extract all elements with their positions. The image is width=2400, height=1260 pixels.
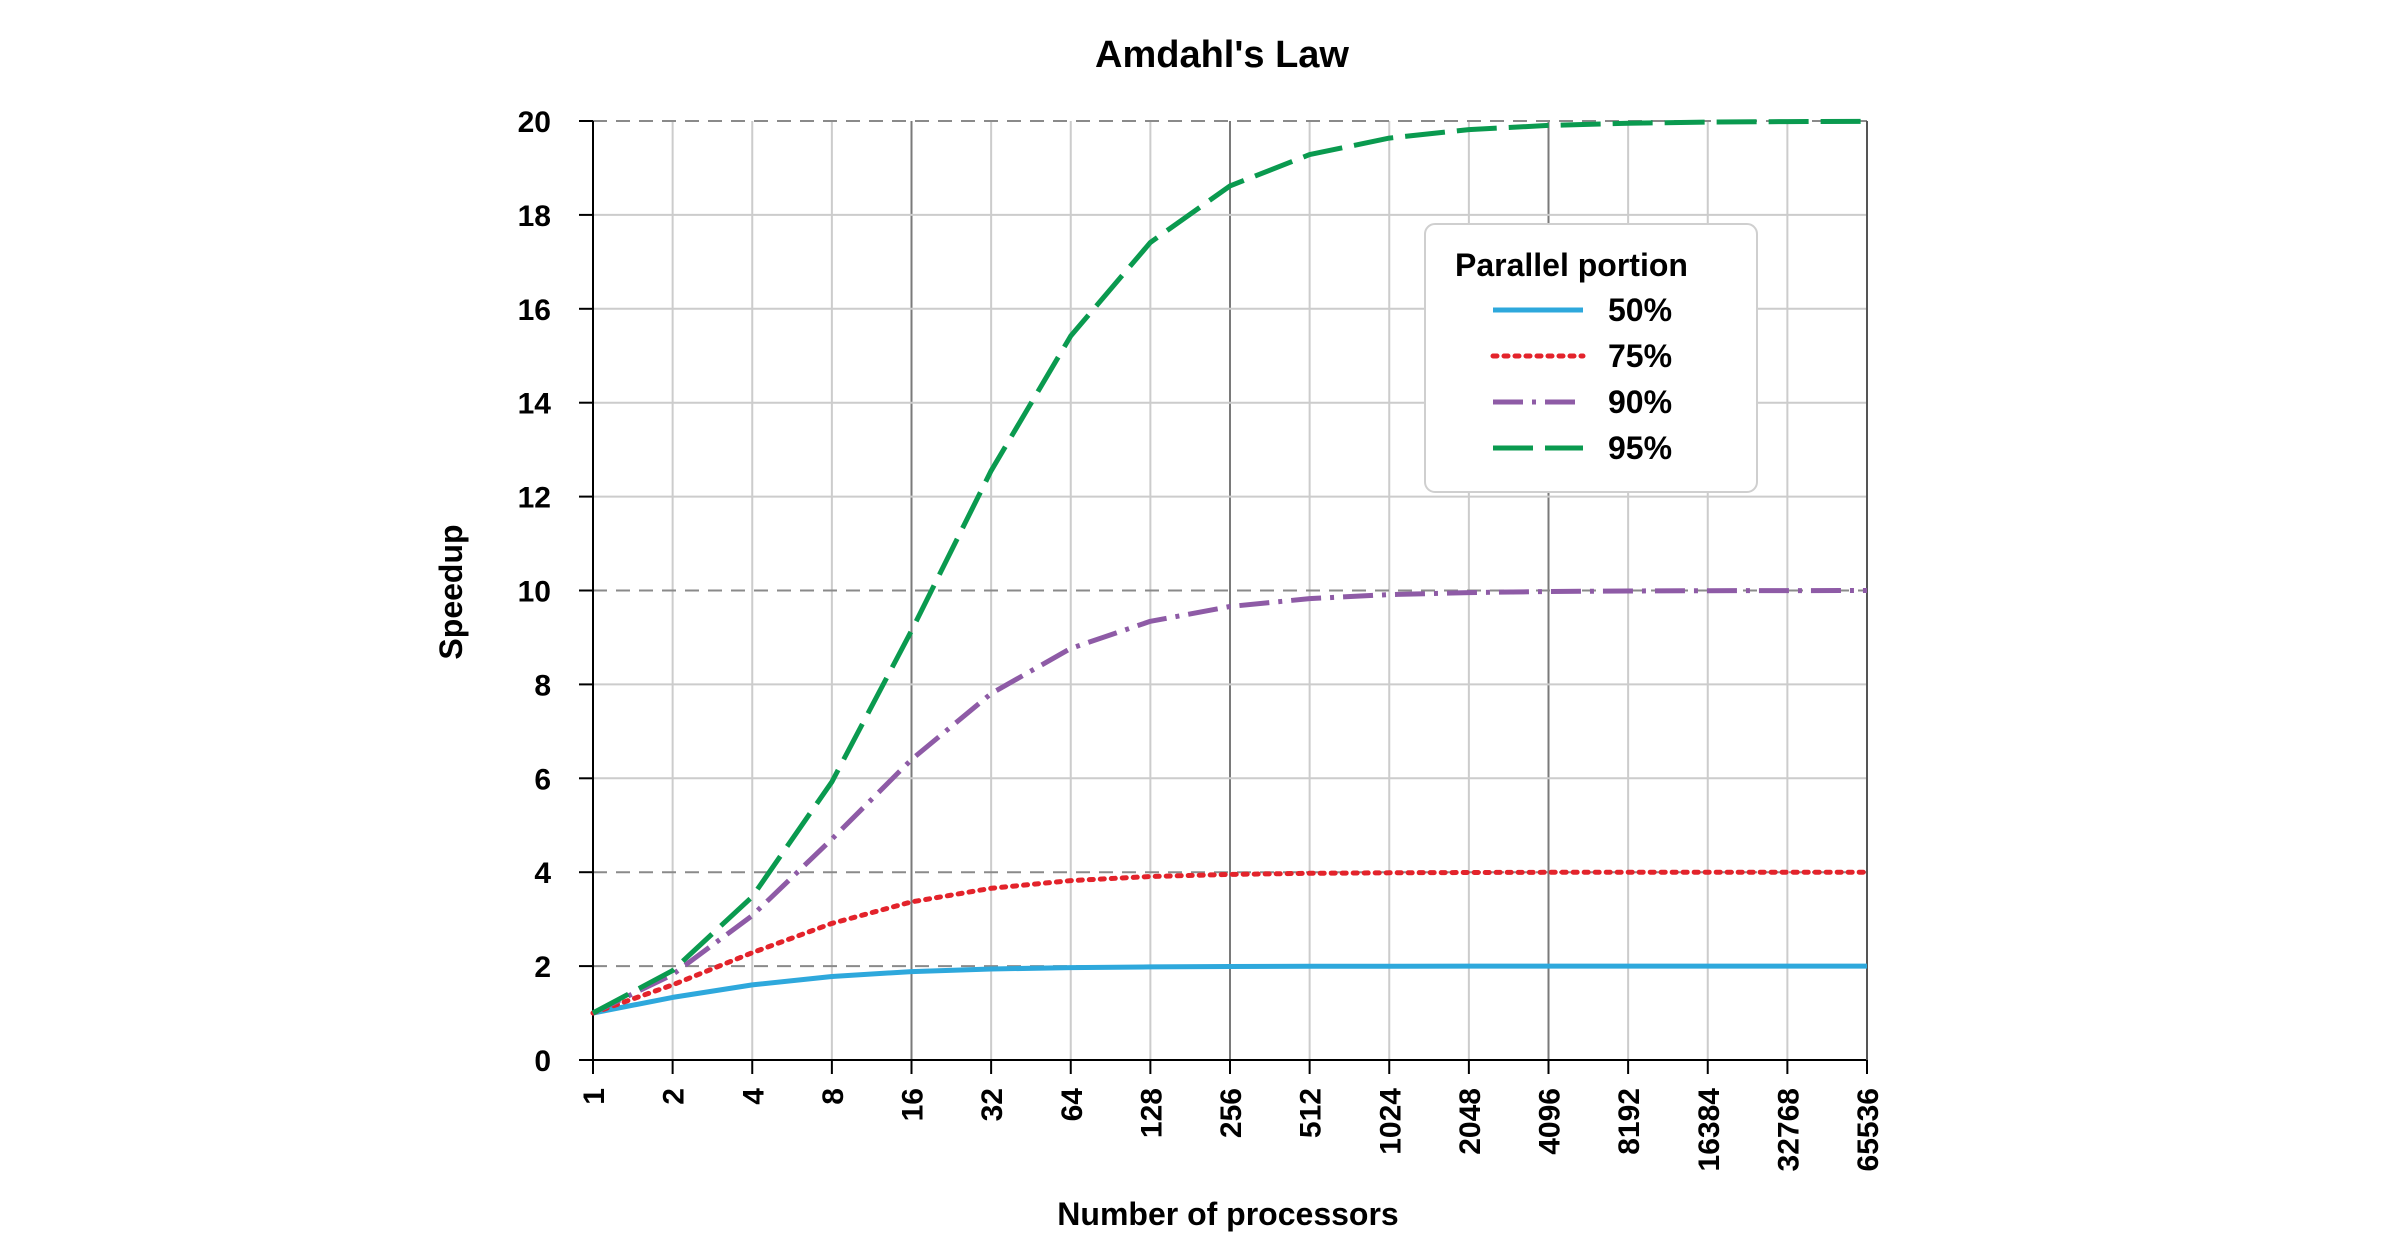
y-tick-label: 14: [518, 388, 552, 421]
y-tick-label: 4: [534, 857, 551, 890]
x-tick-label: 65536: [1852, 1088, 1885, 1171]
y-tick-label: 20: [518, 106, 551, 139]
x-tick-label: 2048: [1454, 1088, 1487, 1155]
legend-item: 95%: [1493, 430, 1672, 466]
legend-item: 90%: [1493, 384, 1672, 420]
legend-box: [1424, 223, 1758, 493]
x-tick-label: 2: [658, 1088, 691, 1105]
y-axis-label: Speedup: [433, 524, 469, 659]
series-line-50pct: [592, 963, 1867, 1016]
legend-item: 75%: [1490, 338, 1672, 374]
y-tick-label: 10: [518, 576, 551, 609]
legend-label: 90%: [1608, 384, 1672, 420]
x-tick-label: 512: [1295, 1088, 1328, 1138]
legend-label: 95%: [1608, 430, 1672, 466]
y-tick-label: 6: [534, 763, 551, 796]
legend-items: 50% 75% 90% 95%: [1490, 292, 1672, 466]
x-tick-label: 4096: [1534, 1088, 1567, 1155]
x-tick-label: 64: [1056, 1088, 1089, 1122]
x-tick-label: 4: [737, 1088, 770, 1105]
x-tick-label: 16: [897, 1088, 930, 1121]
series-line-90pct: [591, 588, 1868, 1016]
y-tick-label: 12: [518, 482, 551, 515]
x-axis-label: Number of processors: [1057, 1196, 1398, 1232]
legend: Parallel portion 50% 75% 90% 95%: [1424, 223, 1758, 493]
legend-title: Parallel portion: [1455, 247, 1688, 283]
x-tick-label: 16384: [1693, 1088, 1726, 1172]
y-tick-label: 8: [534, 669, 551, 702]
x-tick-label: 1024: [1374, 1088, 1407, 1155]
legend-label: 50%: [1608, 292, 1672, 328]
x-tick-label: 8: [817, 1088, 850, 1105]
series-lines: [590, 118, 1870, 1016]
series-line-75pct: [590, 869, 1870, 1016]
series-line-95pct: [591, 118, 1868, 1016]
y-tick-label: 18: [518, 200, 551, 233]
x-tick-label: 32768: [1772, 1088, 1805, 1171]
x-tick-label: 256: [1215, 1088, 1248, 1138]
y-tick-label: 0: [534, 1045, 551, 1078]
x-tick-label: 8192: [1613, 1088, 1646, 1155]
y-tick-label: 2: [534, 951, 551, 984]
legend-item: 50%: [1493, 292, 1672, 328]
chart-title: Amdahl's Law: [1095, 34, 1349, 76]
x-tick-label: 1: [578, 1088, 611, 1105]
x-tick-label: 128: [1135, 1088, 1168, 1138]
x-tick-label: 32: [976, 1088, 1009, 1121]
legend-label: 75%: [1608, 338, 1672, 374]
y-tick-label: 16: [518, 294, 551, 327]
